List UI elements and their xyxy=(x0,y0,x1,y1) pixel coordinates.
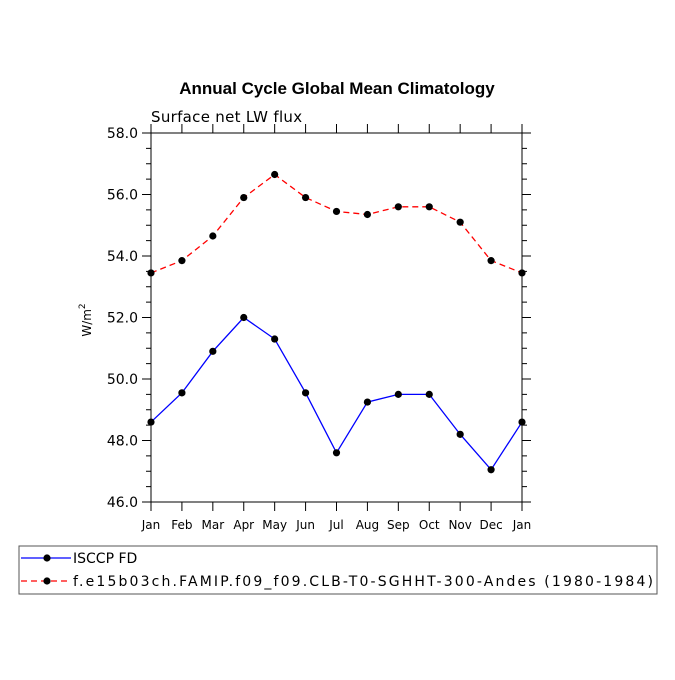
ytick-label: 56.0 xyxy=(107,188,138,204)
data-point-1 xyxy=(147,269,155,277)
data-point-0 xyxy=(332,449,341,457)
data-point-0 xyxy=(301,389,310,397)
data-point-1 xyxy=(487,257,495,265)
xtick-label: Jul xyxy=(328,518,343,532)
series-layer xyxy=(147,170,526,474)
ylabel-superscript: 2 xyxy=(78,303,88,309)
data-point-1 xyxy=(271,170,279,179)
ytick-label: 48.0 xyxy=(107,434,138,450)
legend-label-0: ISCCP FD xyxy=(73,551,137,567)
legend-box xyxy=(18,545,658,595)
xtick-label: Oct xyxy=(419,518,440,532)
data-point-1 xyxy=(332,207,341,216)
data-point-1 xyxy=(240,193,248,202)
xtick-label: Apr xyxy=(233,518,254,532)
ytick-label: 52.0 xyxy=(107,311,138,327)
xtick-label: Mar xyxy=(202,518,225,532)
xtick-label: Jun xyxy=(295,518,315,532)
ytick-label: 46.0 xyxy=(107,495,138,511)
xtick-label: May xyxy=(262,518,287,532)
data-point-0 xyxy=(209,347,217,355)
legend-marker-1 xyxy=(43,577,51,585)
chart-title: Annual Cycle Global Mean Climatology xyxy=(179,79,495,98)
ylabel: W/m2 xyxy=(78,303,94,336)
ytick-label: 54.0 xyxy=(107,249,138,265)
chart-subtitle: Surface net LW flux xyxy=(151,108,302,126)
data-point-0 xyxy=(487,466,495,474)
data-point-0 xyxy=(271,335,279,343)
data-point-1 xyxy=(518,269,526,277)
axes: 46.0 48.0 50.0 52.0 54.0 56.0 58.0 Jan Feb Mar Apr… xyxy=(78,124,531,532)
data-point-0 xyxy=(178,389,186,397)
ylabel-text: W/m xyxy=(80,309,94,337)
data-point-1 xyxy=(363,210,372,219)
data-point-0 xyxy=(240,313,248,322)
xtick-label: Sep xyxy=(387,518,410,532)
data-point-1 xyxy=(209,232,217,240)
xtick-label: Jan xyxy=(512,518,532,532)
xtick-label: Nov xyxy=(448,518,471,532)
xtick-label: Dec xyxy=(479,518,502,532)
data-point-1 xyxy=(178,257,186,265)
data-point-0 xyxy=(363,398,372,406)
xtick-label: Feb xyxy=(171,518,192,532)
data-point-0 xyxy=(425,390,433,398)
legend-marker-0 xyxy=(43,554,51,562)
series-line-0 xyxy=(150,316,523,471)
xtick-label: Jan xyxy=(141,518,161,532)
data-point-0 xyxy=(147,418,155,426)
series-line-1 xyxy=(150,173,523,274)
ytick-label: 50.0 xyxy=(107,372,138,388)
data-point-1 xyxy=(301,193,310,202)
data-point-0 xyxy=(518,418,526,426)
legend: ISCCP FD f.e15b03ch.FAMIP.f09_f09.CLB-T0-… xyxy=(18,545,658,595)
plot-frame xyxy=(150,132,523,503)
ytick-label: 58.0 xyxy=(107,126,138,142)
data-point-1 xyxy=(394,203,402,211)
legend-label-1: f.e15b03ch.FAMIP.f09_f09.CLB-T0-SGHHT-30… xyxy=(73,574,653,590)
xtick-label: Aug xyxy=(356,518,379,532)
data-point-1 xyxy=(456,218,464,226)
data-point-0 xyxy=(456,430,464,438)
data-point-0 xyxy=(394,390,402,398)
data-point-1 xyxy=(425,203,433,211)
